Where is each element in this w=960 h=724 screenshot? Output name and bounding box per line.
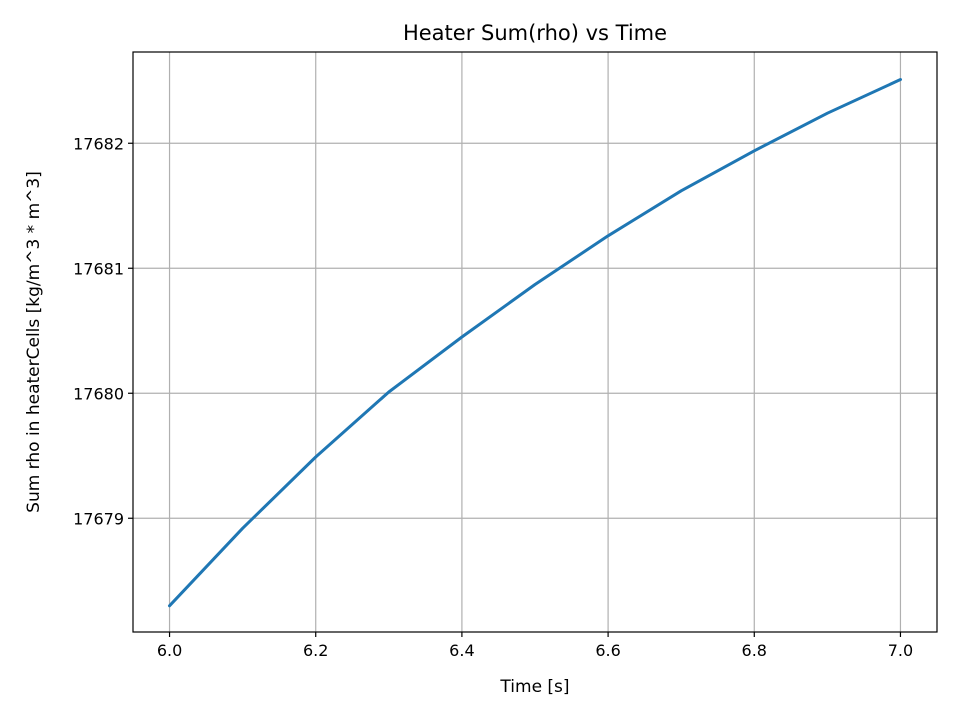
x-tick-label: 7.0 <box>888 641 913 660</box>
x-tick-label: 6.0 <box>157 641 182 660</box>
chart-title: Heater Sum(rho) vs Time <box>403 21 667 45</box>
x-tick-label: 6.2 <box>303 641 328 660</box>
x-tick-label: 6.8 <box>742 641 767 660</box>
series-group <box>168 78 902 608</box>
y-tick-label: 17680 <box>73 384 124 403</box>
x-tick-label: 6.6 <box>595 641 620 660</box>
series-line <box>168 78 902 608</box>
y-tick-label: 17679 <box>73 509 124 528</box>
grid <box>133 52 937 632</box>
ticks: 6.0 6.2 6.4 6.6 6.8 7.0 17679 17680 17681 17682 <box>73 134 913 660</box>
x-axis-label: Time [s] <box>499 677 569 697</box>
y-axis-label: Sum rho in heaterCells [kg/m^3 * m^3] <box>24 171 44 513</box>
y-tick-label: 17681 <box>73 259 124 278</box>
y-tick-label: 17682 <box>73 134 124 153</box>
axes-frame <box>132 51 938 633</box>
x-tick-label: 6.4 <box>449 641 474 660</box>
